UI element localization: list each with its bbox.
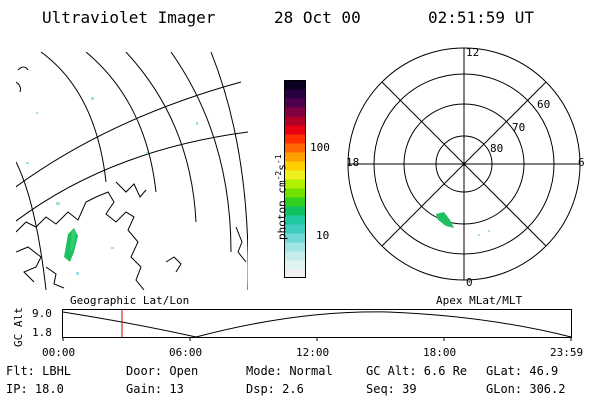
longitude-arc: [170, 52, 232, 253]
colorbar-stripe: [284, 233, 306, 243]
colorbar-stripe: [284, 188, 306, 198]
coastline: [45, 266, 65, 289]
colorbar-stripe: [284, 206, 306, 216]
colorbar-stripe: [284, 89, 306, 99]
glon-info: GLon: 306.2: [486, 382, 566, 396]
polar-lat-70: 70: [512, 121, 526, 134]
colorbar-stripe: [284, 215, 306, 225]
altitude-ymax: 9.0: [32, 307, 52, 320]
dsp-info: Dsp: 2.6: [246, 382, 304, 396]
colorbar-stripe: [284, 125, 306, 135]
polar-lat-80: 80: [490, 142, 504, 155]
time-label: 02:51:59 UT: [428, 8, 534, 27]
seq-info: Seq: 39: [366, 382, 417, 396]
colorbar-label: photon cm-2s-1: [274, 154, 289, 240]
altitude-ymin: 1.8: [32, 326, 52, 339]
colorbar-stripe: [284, 224, 306, 234]
polar-mlt-18: 18: [346, 156, 360, 169]
coastline: [16, 66, 29, 93]
colorbar-label-exp1: -2: [274, 170, 283, 181]
time-tick: 23:59: [550, 346, 584, 359]
time-tick: 06:00: [169, 346, 203, 359]
time-tick: 18:00: [423, 346, 457, 359]
polar-aurora-emission: [436, 212, 454, 228]
filter-info: Flt: LBHL: [6, 364, 72, 378]
colorbar-label-unit: photon cm: [275, 180, 289, 240]
altitude-ylabel: GC Alt: [12, 307, 25, 347]
polar-mlat-mlt-plot: [347, 47, 581, 281]
colorbar-tick-high: 100: [310, 141, 330, 154]
coastline: [16, 246, 42, 283]
altitude-curve: [62, 311, 572, 338]
polar-mlt-12: 12: [466, 46, 480, 59]
longitude-arc: [210, 52, 248, 290]
coastline: [16, 191, 145, 290]
longitude-arc: [85, 52, 157, 193]
polar-mlt-6: 6: [578, 156, 585, 169]
colorbar-stripe: [284, 116, 306, 126]
glat-info: GLat: 46.9: [486, 364, 559, 378]
colorbar-stripe: [284, 161, 306, 171]
latitude-arc: [16, 81, 242, 188]
longitude-arc: [40, 52, 107, 183]
coastline: [115, 181, 147, 198]
colorbar-stripe: [284, 251, 306, 261]
colorbar-stripe: [284, 197, 306, 207]
colorbar-stripe: [284, 134, 306, 144]
polar-lat-60: 60: [537, 98, 551, 111]
coastline: [235, 226, 247, 263]
geographic-image-panel: [16, 52, 248, 290]
colorbar-stripe: [284, 179, 306, 189]
colorbar-label-exp2: -1: [274, 154, 283, 165]
colorbar-stripe: [284, 260, 306, 270]
colorbar-label-s: s: [275, 164, 289, 171]
altitude-plot: [62, 309, 572, 341]
ip-info: IP: 18.0: [6, 382, 64, 396]
coastline: [165, 256, 182, 273]
colorbar-stripe: [284, 269, 306, 278]
colorbar-stripe: [284, 98, 306, 108]
mode-info: Mode: Normal: [246, 364, 333, 378]
colorbar: [284, 80, 306, 278]
latitude-arc: [16, 131, 248, 222]
colorbar-tick-low: 10: [316, 229, 330, 242]
geographic-label: Geographic Lat/Lon: [70, 294, 190, 307]
gc-alt-info: GC Alt: 6.6 Re: [366, 364, 468, 378]
aurora-emission-core: [70, 230, 76, 252]
door-info: Door: Open: [126, 364, 199, 378]
time-tick: 00:00: [42, 346, 76, 359]
longitude-arc: [16, 161, 47, 290]
colorbar-stripe: [284, 143, 306, 153]
colorbar-stripe: [284, 170, 306, 180]
colorbar-stripe: [284, 107, 306, 117]
colorbar-stripe: [284, 80, 306, 90]
colorbar-stripe: [284, 242, 306, 252]
date-label: 28 Oct 00: [274, 8, 361, 27]
colorbar-stripe: [284, 152, 306, 162]
polar-mlt-0: 0: [466, 276, 473, 289]
apex-label: Apex MLat/MLT: [436, 294, 523, 307]
time-tick: 12:00: [296, 346, 330, 359]
polar-meridian: [381, 81, 547, 247]
instrument-title: Ultraviolet Imager: [42, 8, 216, 27]
gain-info: Gain: 13: [126, 382, 184, 396]
longitude-arc: [125, 52, 197, 223]
